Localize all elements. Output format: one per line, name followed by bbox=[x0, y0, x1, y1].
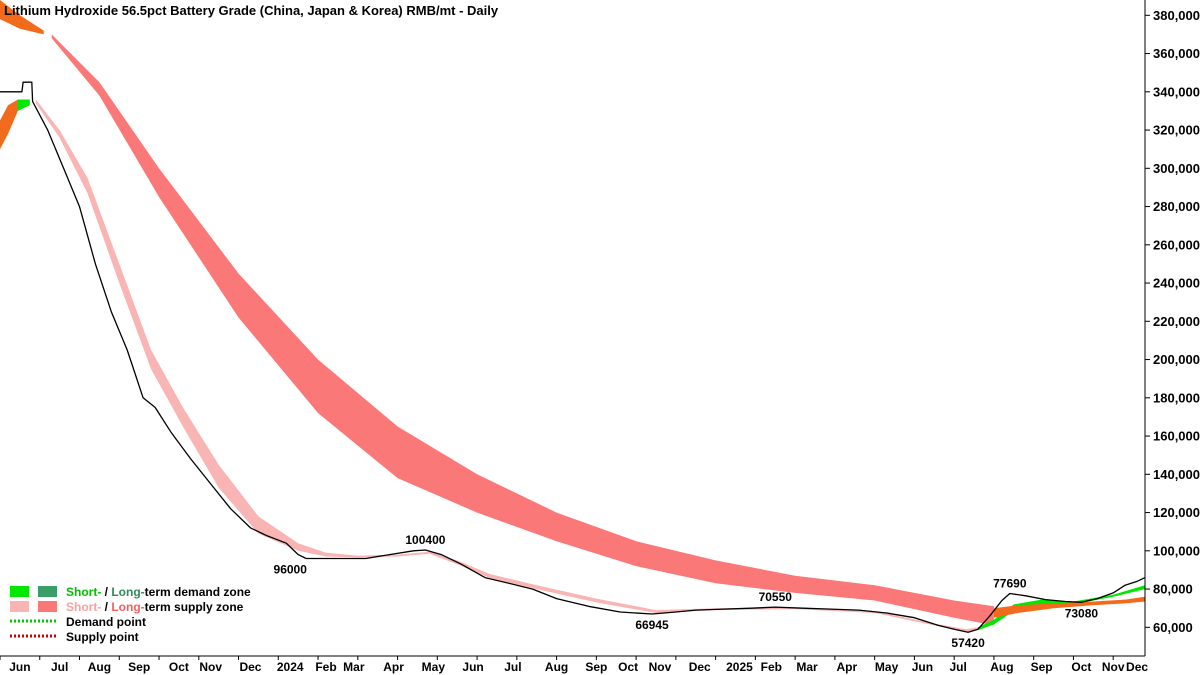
x-tick-label: Dec bbox=[1126, 660, 1148, 674]
annotations-layer: 96000 100400 66945 70550 57420 77690 73080 bbox=[274, 533, 1099, 650]
y-tick-label: 360,000 bbox=[1153, 46, 1200, 61]
x-tick-label: Feb bbox=[315, 660, 336, 674]
x-tick-label: Jun bbox=[912, 660, 933, 674]
y-tick-label: 220,000 bbox=[1153, 314, 1200, 329]
y-tick-label: 240,000 bbox=[1153, 276, 1200, 291]
zone-supply-zone-orange-early bbox=[0, 99, 18, 150]
y-tick-label: 100,000 bbox=[1153, 543, 1200, 558]
x-tick-label: Apr bbox=[383, 660, 404, 674]
y-tick-label: 180,000 bbox=[1153, 390, 1200, 405]
data-label: 100400 bbox=[405, 533, 445, 547]
x-tick-label: Aug bbox=[88, 660, 111, 674]
y-tick-label: 200,000 bbox=[1153, 352, 1200, 367]
x-tick-label: 2024 bbox=[277, 660, 304, 674]
zone-supply-zone-orange-late bbox=[993, 596, 1145, 618]
x-tick-label: Aug bbox=[545, 660, 568, 674]
x-tick-label: Mar bbox=[343, 660, 365, 674]
data-label: 57420 bbox=[951, 636, 985, 650]
y-tick-label: 280,000 bbox=[1153, 199, 1200, 214]
x-tick-label: Dec bbox=[239, 660, 261, 674]
legend-swatch-short bbox=[10, 601, 29, 612]
x-tick-label: 2025 bbox=[726, 660, 753, 674]
legend-swatch-short bbox=[10, 586, 29, 597]
y-tick-label: 300,000 bbox=[1153, 161, 1200, 176]
legend-label: Short- / Long-term demand zone bbox=[66, 585, 251, 599]
x-tick-label: May bbox=[875, 660, 899, 674]
legend-label: Supply point bbox=[66, 630, 139, 644]
x-tick-label: Jul bbox=[51, 660, 68, 674]
x-tick-label: May bbox=[422, 660, 446, 674]
x-tick-label: Nov bbox=[1102, 660, 1125, 674]
zone-long-term-supply-zone bbox=[51, 34, 994, 626]
y-tick-label: 260,000 bbox=[1153, 237, 1200, 252]
series-line-price bbox=[0, 81, 1146, 633]
y-tick-label: 80,000 bbox=[1153, 582, 1193, 597]
x-tick-label: Oct bbox=[169, 660, 189, 674]
x-tick-label: Jul bbox=[504, 660, 521, 674]
data-label: 96000 bbox=[274, 562, 308, 576]
data-label: 73080 bbox=[1065, 606, 1099, 620]
x-tick-label: Nov bbox=[649, 660, 672, 674]
legend-label: Demand point bbox=[66, 615, 146, 629]
x-tick-label: Jul bbox=[949, 660, 966, 674]
legend-label: Short- / Long-term supply zone bbox=[66, 600, 244, 614]
x-tick-label: Feb bbox=[761, 660, 782, 674]
x-tick-label: Apr bbox=[836, 660, 857, 674]
x-tick-label: Jun bbox=[462, 660, 483, 674]
x-tick-label: Dec bbox=[689, 660, 711, 674]
x-tick-label: Mar bbox=[796, 660, 818, 674]
data-label: 66945 bbox=[635, 618, 669, 632]
x-tick-label: Sep bbox=[1031, 660, 1053, 674]
y-tick-label: 320,000 bbox=[1153, 123, 1200, 138]
legend-swatch-long bbox=[38, 601, 57, 612]
price-layer bbox=[0, 81, 1146, 633]
x-tick-label: Oct bbox=[1071, 660, 1091, 674]
data-label: 77690 bbox=[993, 576, 1027, 590]
chart-title: Lithium Hydroxide 56.5pct Battery Grade … bbox=[4, 3, 499, 18]
x-tick-label: Oct bbox=[618, 660, 638, 674]
x-tick-label: Nov bbox=[199, 660, 222, 674]
y-tick-label: 380,000 bbox=[1153, 8, 1200, 23]
y-tick-label: 120,000 bbox=[1153, 505, 1200, 520]
y-tick-label: 60,000 bbox=[1153, 620, 1193, 635]
x-tick-label: Aug bbox=[990, 660, 1013, 674]
x-tick-label: Jun bbox=[9, 660, 30, 674]
zone-supply-zone-orange bbox=[0, 0, 44, 35]
data-label: 70550 bbox=[759, 590, 793, 604]
zone-short-term-supply-zone bbox=[35, 99, 979, 632]
y-tick-label: 140,000 bbox=[1153, 467, 1200, 482]
zones-layer bbox=[0, 0, 1145, 632]
y-tick-label: 160,000 bbox=[1153, 429, 1200, 444]
x-tick-label: Sep bbox=[585, 660, 607, 674]
legend-swatch-long bbox=[38, 586, 57, 597]
x-tick-label: Sep bbox=[128, 660, 150, 674]
y-tick-label: 340,000 bbox=[1153, 84, 1200, 99]
